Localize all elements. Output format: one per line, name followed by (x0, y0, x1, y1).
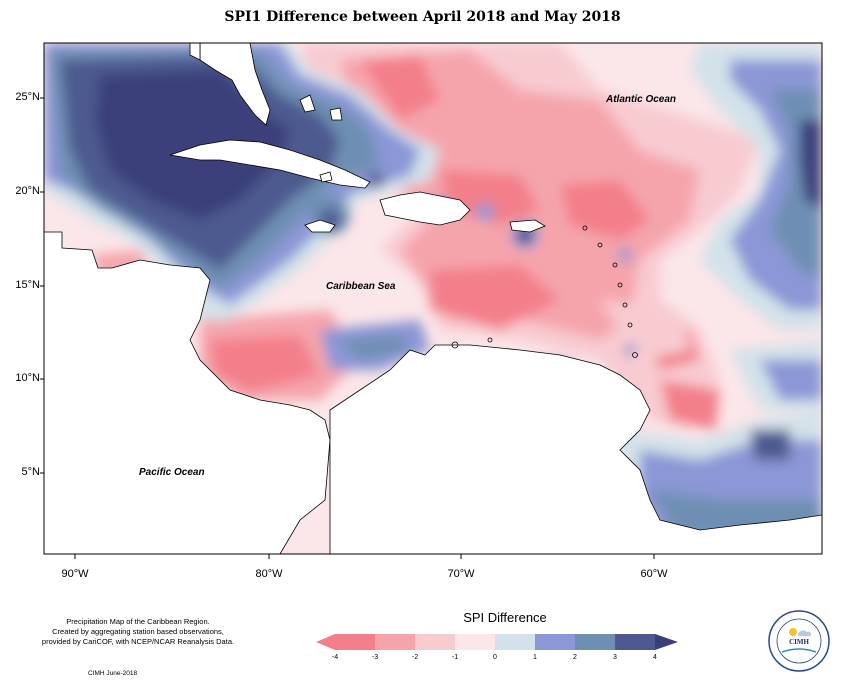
footer-line-3: provided by CariCOF, with NCEP/NCAR Rean… (41, 637, 235, 646)
footer-description: Precipitation Map of the Caribbean Regio… (8, 617, 268, 647)
lat-label-15n: 15°N (15, 279, 40, 291)
legend-tick: 4 (653, 654, 657, 661)
lon-label-60w: 60°W (640, 568, 668, 580)
footer-line-2: Created by aggregating station based obs… (52, 627, 224, 636)
axis-ticks (40, 97, 655, 559)
label-pacific-ocean: Pacific Ocean (139, 467, 205, 478)
legend-tick: -4 (331, 654, 339, 661)
lat-label-10n: 10°N (15, 372, 40, 384)
map-frame (43, 42, 823, 555)
logo-text: CIMH (789, 638, 809, 646)
legend-tick: 3 (613, 654, 617, 661)
lesser-antilles (451, 225, 638, 358)
land-areas (44, 43, 822, 554)
legend-tick: 0 (493, 654, 497, 661)
label-atlantic-ocean: Atlantic Ocean (606, 94, 677, 105)
lat-label-5n: 5°N (21, 466, 40, 478)
cimh-logo: CIMH (768, 610, 830, 672)
legend-title: SPI Difference (463, 610, 547, 625)
footer-credit: CIMH June-2018 (88, 670, 138, 677)
legend-tick: -1 (451, 654, 459, 661)
lat-label-20n: 20°N (15, 185, 40, 197)
map-title: SPI1 Difference between April 2018 and M… (224, 9, 621, 25)
legend-tick: -3 (371, 654, 379, 661)
lat-label-25n: 25°N (15, 91, 40, 103)
legend-tick: 1 (533, 654, 537, 661)
label-caribbean-sea: Caribbean Sea (326, 281, 396, 292)
lon-label-90w: 90°W (61, 568, 89, 580)
legend-colorbar (316, 634, 678, 650)
lon-label-70w: 70°W (447, 568, 475, 580)
legend-tick: -2 (411, 654, 419, 661)
footer-line-1: Precipitation Map of the Caribbean Regio… (66, 617, 210, 626)
legend-tick: 2 (573, 654, 577, 661)
lon-label-80w: 80°W (255, 568, 283, 580)
